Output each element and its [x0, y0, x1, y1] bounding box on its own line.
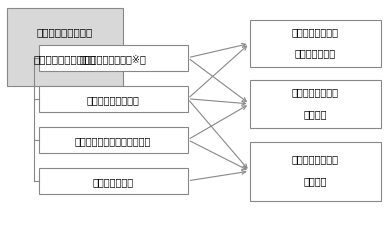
Text: 売買目的有価証券（※）: 売買目的有価証券（※）	[80, 54, 147, 63]
Text: 時価なし有価証券: 時価なし有価証券	[292, 87, 339, 97]
Text: 金融商品会計による: 金融商品会計による	[37, 27, 93, 37]
FancyBboxPatch shape	[39, 86, 188, 112]
Text: 「保有目的別」の分類: 「保有目的別」の分類	[34, 54, 96, 64]
Text: （株式、偉券）: （株式、偉券）	[295, 48, 336, 58]
FancyBboxPatch shape	[39, 127, 188, 153]
FancyBboxPatch shape	[39, 168, 188, 194]
Text: その他有価証券: その他有価証券	[92, 176, 134, 186]
Text: 満期保有目的の偉券: 満期保有目的の偉券	[87, 94, 140, 104]
FancyBboxPatch shape	[39, 45, 188, 72]
Text: 時価なし有価証券: 時価なし有価証券	[292, 154, 339, 164]
Text: 時価あり有価証券: 時価あり有価証券	[292, 27, 339, 37]
Text: （株式）: （株式）	[304, 109, 327, 118]
FancyBboxPatch shape	[250, 20, 381, 68]
Text: （偉券）: （偉券）	[304, 175, 327, 185]
FancyBboxPatch shape	[7, 9, 123, 86]
FancyBboxPatch shape	[250, 81, 381, 128]
FancyBboxPatch shape	[250, 142, 381, 201]
Text: 子会社株式及び関連会社株式: 子会社株式及び関連会社株式	[75, 135, 151, 145]
